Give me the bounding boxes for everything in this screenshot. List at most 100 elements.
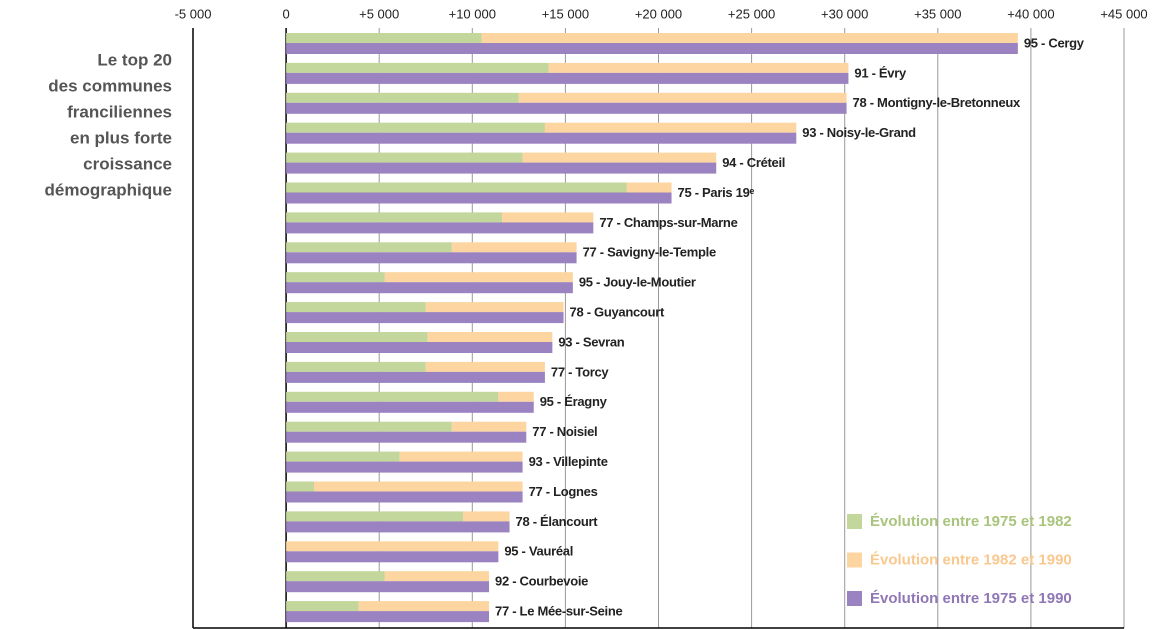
bar — [481, 33, 1018, 43]
bar — [286, 571, 385, 582]
bar — [286, 43, 1018, 54]
bar — [286, 461, 523, 473]
bar — [286, 72, 849, 84]
bar — [286, 92, 519, 103]
bar — [286, 581, 490, 593]
bar — [286, 342, 553, 353]
bar — [286, 551, 499, 563]
legend-label: Évolution entre 1975 et 1990 — [870, 590, 1072, 607]
bar — [286, 152, 523, 163]
bar — [286, 162, 717, 174]
chart-title: démographique — [44, 180, 172, 199]
bar — [286, 611, 490, 623]
bar — [286, 391, 499, 402]
x-tick-label: -5 000 — [175, 6, 212, 21]
bar-label: 91 - Évry — [854, 65, 907, 80]
bar — [286, 212, 503, 223]
bar — [427, 332, 553, 342]
bar — [518, 92, 847, 103]
bar-label: 78 - Montigny-le-Bretonneux — [853, 95, 1021, 110]
bar — [286, 302, 426, 313]
bar — [502, 212, 594, 223]
bar-label: 95 - Jouy-le-Moutier — [579, 275, 696, 290]
bar — [522, 152, 717, 163]
bar — [286, 182, 627, 193]
bar — [425, 361, 545, 372]
bar — [286, 33, 482, 43]
x-tick-label: +40 000 — [1007, 6, 1054, 21]
bar-label: 95 - Éragny — [540, 394, 608, 409]
bar — [548, 62, 849, 73]
bar — [286, 332, 428, 342]
legend-label: Évolution entre 1982 et 1990 — [870, 551, 1072, 568]
x-tick-label: +10 000 — [449, 6, 496, 21]
bar — [462, 511, 510, 522]
bar-label: 77 - Noisiel — [532, 424, 597, 439]
bar — [286, 252, 577, 264]
x-tick-label: +25 000 — [728, 6, 775, 21]
chart-title: franciliennes — [67, 102, 172, 121]
bar — [286, 282, 573, 294]
bar — [286, 361, 426, 372]
bar — [286, 401, 534, 413]
bar — [314, 481, 523, 492]
x-tick-label: +35 000 — [914, 6, 961, 21]
bar-label: 77 - Le Mée-sur-Seine — [495, 604, 622, 619]
bar — [286, 521, 510, 533]
bar — [451, 421, 527, 432]
bar — [286, 601, 359, 612]
bar — [425, 302, 564, 313]
bar — [286, 421, 452, 432]
x-tick-label: +5 000 — [359, 6, 399, 21]
bar-label: 78 - Guyancourt — [570, 305, 665, 320]
bar — [286, 491, 523, 503]
bar — [286, 431, 527, 443]
bar-label: 93 - Noisy-le-Grand — [802, 125, 916, 140]
legend-swatch — [847, 591, 862, 606]
bar-label: 78 - Élancourt — [516, 514, 599, 529]
legend-label: Évolution entre 1975 et 1982 — [870, 513, 1072, 530]
bar — [384, 571, 490, 582]
bar — [286, 102, 847, 114]
bar — [286, 312, 564, 324]
bar — [286, 222, 594, 234]
bar — [399, 451, 523, 462]
bar — [286, 62, 549, 73]
bar — [286, 541, 499, 552]
chart-title: des communes — [48, 76, 172, 95]
x-tick-label: +15 000 — [542, 6, 589, 21]
bar-label: 77 - Champs-sur-Marne — [599, 215, 737, 230]
x-tick-label: +30 000 — [821, 6, 868, 21]
bar-label: 92 - Courbevoie — [495, 574, 588, 589]
bar — [286, 371, 545, 383]
bar-label: 95 - Vauréal — [504, 544, 573, 559]
x-tick-label: 0 — [282, 6, 289, 21]
bar — [286, 242, 452, 253]
bar — [451, 242, 577, 253]
legend-swatch — [847, 514, 862, 529]
bar-label: 93 - Sevran — [558, 334, 624, 349]
bar-label: 93 - Villepinte — [529, 454, 608, 469]
legend-swatch — [847, 552, 862, 568]
bar — [286, 511, 463, 522]
bar-label: 77 - Lognes — [529, 484, 598, 499]
chart-title: croissance — [83, 154, 172, 173]
bar — [626, 182, 672, 193]
bar-label: 77 - Torcy — [551, 364, 610, 379]
bar — [544, 122, 797, 133]
bar-label: 77 - Savigny-le-Temple — [583, 245, 716, 260]
bar — [286, 481, 315, 492]
bar — [358, 601, 490, 612]
bar-label: 94 - Créteil — [722, 155, 785, 170]
x-tick-label: +45 000 — [1100, 6, 1147, 21]
bar — [498, 391, 534, 402]
x-tick-label: +20 000 — [635, 6, 682, 21]
bar — [286, 451, 400, 462]
bar — [286, 272, 385, 283]
chart-title: en plus forte — [70, 128, 172, 147]
bar — [384, 272, 573, 283]
bar-label: 95 - Cergy — [1024, 35, 1085, 50]
chart-title: Le top 20 — [97, 50, 172, 69]
bar — [286, 192, 672, 204]
bar — [286, 132, 797, 144]
